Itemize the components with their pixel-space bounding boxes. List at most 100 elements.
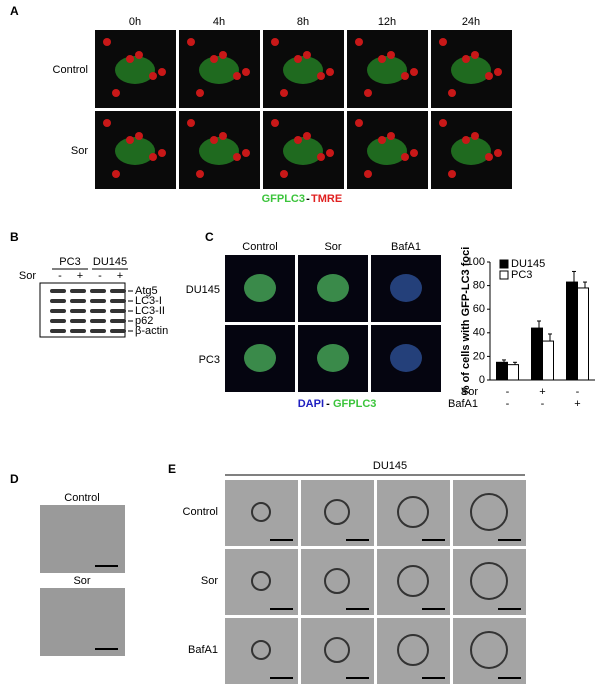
signal (219, 132, 227, 140)
signal (326, 149, 334, 157)
legend-swatch (499, 270, 509, 280)
image (301, 549, 374, 615)
panel-label: E (168, 462, 176, 476)
legend-label: PC3 (511, 269, 532, 281)
bar (507, 364, 519, 381)
signal (485, 153, 493, 161)
signal (317, 153, 325, 161)
band (90, 299, 106, 303)
signal (401, 72, 409, 80)
signal (126, 55, 134, 63)
band (110, 329, 126, 333)
row-label: Control (53, 64, 88, 76)
image (301, 618, 374, 684)
treatment-sign: + (117, 270, 123, 282)
legend-green: GFPLC3 (262, 193, 305, 205)
signal (187, 38, 195, 46)
band (110, 299, 126, 303)
signal (485, 72, 493, 80)
cell (317, 344, 349, 372)
signal (271, 38, 279, 46)
band-label: LC3-II (135, 305, 165, 317)
row-label: BafA1 (188, 644, 218, 656)
structure (470, 562, 508, 600)
signal (158, 149, 166, 157)
structure (397, 496, 429, 528)
band (110, 319, 126, 323)
treatment-sign: - (576, 386, 580, 398)
cell (115, 56, 155, 84)
signal (401, 153, 409, 161)
signal (448, 89, 456, 97)
image (225, 480, 298, 546)
bar (542, 340, 554, 381)
bar (531, 327, 543, 381)
signal (471, 132, 479, 140)
legend-red: TMRE (311, 193, 342, 205)
cell (451, 56, 491, 84)
signal (271, 119, 279, 127)
row-label: Control (183, 506, 218, 518)
image (377, 618, 450, 684)
y-axis-label: % of cells with GFP-LC3 foci (460, 247, 472, 396)
signal (378, 55, 386, 63)
signal (233, 72, 241, 80)
cell (367, 56, 407, 84)
signal (196, 89, 204, 97)
band (50, 309, 66, 313)
treatment-label: Sor (19, 270, 36, 282)
cell-line: PC3 (59, 256, 80, 268)
signal (126, 136, 134, 144)
row-label: DU145 (186, 284, 220, 296)
cell (244, 344, 276, 372)
signal (242, 68, 250, 76)
panel-label: D (10, 472, 19, 486)
column-header: 0h (129, 16, 141, 28)
signal (242, 149, 250, 157)
treatment-sign: - (98, 270, 102, 282)
structure (470, 631, 508, 669)
y-tick-label: 60 (473, 303, 485, 315)
signal (364, 89, 372, 97)
row-label: PC3 (199, 354, 220, 366)
signal (149, 72, 157, 80)
legend-label: DU145 (511, 258, 545, 270)
signal (233, 153, 241, 161)
image (453, 618, 526, 684)
legend-swatch (499, 259, 509, 269)
cell (317, 274, 349, 302)
band-label: p62 (135, 315, 153, 327)
cell (451, 137, 491, 165)
signal (112, 170, 120, 178)
signal (410, 68, 418, 76)
cell (283, 56, 323, 84)
signal (135, 132, 143, 140)
column-header: 24h (462, 16, 480, 28)
band (90, 309, 106, 313)
structure (324, 499, 350, 525)
cell (367, 137, 407, 165)
structure (251, 502, 271, 522)
signal (196, 170, 204, 178)
band (50, 319, 66, 323)
treatment-sign: - (506, 386, 510, 398)
signal (280, 89, 288, 97)
band (70, 319, 86, 323)
column-header: BafA1 (391, 241, 421, 253)
treatment-sign: + (574, 398, 580, 410)
bar (566, 281, 578, 381)
cell (199, 56, 239, 84)
y-tick-label: 80 (473, 280, 485, 292)
signal (294, 136, 302, 144)
treatment-sign: + (77, 270, 83, 282)
cell (390, 344, 422, 372)
y-tick-label: 40 (473, 327, 485, 339)
structure (397, 565, 429, 597)
signal (439, 119, 447, 127)
structure (324, 637, 350, 663)
band-label: β-actin (135, 325, 168, 337)
image (453, 549, 526, 615)
treatment-sign: - (506, 398, 510, 410)
signal (294, 55, 302, 63)
column-header: 8h (297, 16, 309, 28)
